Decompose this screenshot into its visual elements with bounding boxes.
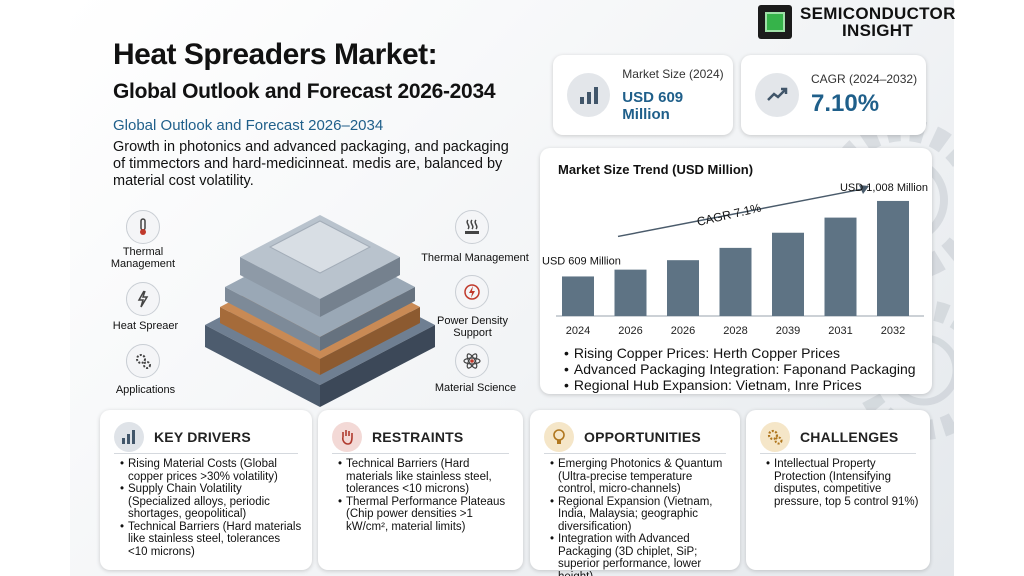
list-item: Thermal Performance Plateaus (Chip power… bbox=[338, 496, 513, 534]
brand-line-2: INSIGHT bbox=[842, 21, 914, 40]
trend-arrow-head bbox=[859, 184, 869, 194]
list-item: Rising Material Costs (Global copper pri… bbox=[120, 458, 302, 483]
cagr-annotation: CAGR 7.1% bbox=[696, 201, 763, 229]
heat-spreader-icon bbox=[126, 282, 160, 316]
brand-logo: SEMICONDUCTOR INSIGHT bbox=[758, 2, 978, 42]
chart-bullet-list: Rising Copper Prices: Herth Copper Price… bbox=[564, 345, 916, 393]
key-drivers-list: Rising Material Costs (Global copper pri… bbox=[120, 458, 302, 558]
list-item: Intellectual Property Protection (Intens… bbox=[766, 458, 920, 508]
chart-bar bbox=[562, 276, 594, 316]
brand-line-1: SEMICONDUCTOR bbox=[800, 4, 956, 23]
page-title-line-2: Global Outlook and Forecast 2026-2034 bbox=[113, 80, 496, 103]
feature-power-density: Power Density Support bbox=[437, 315, 508, 339]
chart-bar bbox=[772, 232, 804, 316]
challenges-panel: CHALLENGES Intellectual Property Protect… bbox=[746, 410, 930, 570]
chart-bullet: Regional Hub Expansion: Vietnam, Inre Pr… bbox=[564, 377, 916, 393]
x-tick-label: 2026 bbox=[618, 325, 642, 337]
cagr-card: CAGR (2024–2032) 7.10% bbox=[741, 55, 926, 135]
x-tick-label: 2031 bbox=[828, 325, 852, 337]
list-item: Technical Barriers (Hard materials like … bbox=[120, 521, 302, 559]
market-trend-chart: 2024 2026 2026 2028 2039 2031 2032 USD 609 Mill… bbox=[542, 182, 928, 337]
trend-arrow-line bbox=[617, 188, 864, 238]
page-subtitle: Global Outlook and Forecast 2026–2034 bbox=[113, 117, 384, 134]
restraints-title: RESTRAINTS bbox=[372, 428, 464, 445]
thermometer-icon bbox=[126, 210, 160, 244]
right-margin bbox=[954, 0, 1024, 576]
left-margin bbox=[0, 0, 70, 576]
list-item: Integration with Advanced Packaging (3D … bbox=[550, 533, 730, 576]
chart-bar bbox=[614, 269, 647, 316]
end-value-label: USD 1,008 Million bbox=[840, 182, 928, 194]
feature-thermal-right: Thermal Management bbox=[421, 252, 529, 264]
opportunities-list: Emerging Photonics & Quantum (Ultra-prec… bbox=[550, 458, 730, 576]
market-size-value: USD 609 Million bbox=[622, 89, 684, 123]
heat-spreader-chip-illustration bbox=[205, 215, 435, 407]
challenges-list: Intellectual Property Protection (Intens… bbox=[766, 458, 920, 508]
x-tick-label: 2026 bbox=[671, 325, 695, 337]
opportunities-panel: OPPORTUNITIES Emerging Photonics & Quant… bbox=[530, 410, 740, 576]
list-item: Emerging Photonics & Quantum (Ultra-prec… bbox=[550, 458, 730, 496]
market-trend-chart-card: 2024 2026 2026 2028 2039 2031 2032 USD 609 Mill… bbox=[540, 148, 932, 394]
cagr-value: 7.10% bbox=[811, 90, 880, 117]
restraints-panel: RESTRAINTS Technical Barriers (Hard mate… bbox=[318, 410, 523, 570]
power-density-icon bbox=[455, 275, 489, 309]
summary-text: Growth in photonics and advanced packagi… bbox=[113, 139, 509, 189]
thermal-management-icon bbox=[455, 210, 489, 244]
chart-bar bbox=[667, 260, 699, 316]
challenges-title: CHALLENGES bbox=[800, 428, 899, 445]
hand-stop-icon bbox=[332, 421, 362, 452]
market-size-card: Market Size (2024) USD 609 Million bbox=[553, 55, 733, 135]
feature-applications: Applications bbox=[115, 384, 176, 396]
feature-heat-spreader: Heat Spreaer bbox=[112, 320, 179, 332]
start-value-label: USD 609 Million bbox=[542, 255, 621, 267]
chart-bar bbox=[719, 247, 752, 316]
applications-gears-icon bbox=[126, 344, 160, 378]
x-tick-label: 2032 bbox=[881, 325, 905, 337]
list-item: Regional Expansion (Vietnam, India, Mala… bbox=[550, 496, 730, 534]
chart-bar bbox=[824, 217, 857, 316]
list-item: Technical Barriers (Hard materials like … bbox=[338, 458, 513, 496]
opportunities-title: OPPORTUNITIES bbox=[584, 428, 701, 445]
key-drivers-panel: KEY DRIVERS Rising Material Costs (Globa… bbox=[100, 410, 312, 570]
x-tick-label: 2024 bbox=[566, 325, 590, 337]
cagr-label: CAGR (2024–2032) bbox=[811, 72, 918, 86]
gears-icon bbox=[760, 421, 790, 452]
x-tick-label: 2028 bbox=[723, 325, 747, 337]
restraints-list: Technical Barriers (Hard materials like … bbox=[338, 458, 513, 533]
trend-up-icon bbox=[755, 73, 799, 117]
market-size-label: Market Size (2024) bbox=[622, 67, 724, 81]
x-tick-label: 2039 bbox=[776, 325, 800, 337]
atom-icon bbox=[455, 344, 489, 378]
chart-bullet: Advanced Packaging Integration: Faponand… bbox=[564, 361, 916, 377]
page-title: Heat Spreaders Market: bbox=[113, 38, 438, 71]
list-item: Supply Chain Volatility (Specialized all… bbox=[120, 483, 302, 521]
chart-bullet: Rising Copper Prices: Herth Copper Price… bbox=[564, 345, 916, 361]
lightbulb-icon bbox=[544, 421, 574, 452]
key-drivers-title: KEY DRIVERS bbox=[154, 428, 251, 445]
feature-material-science: Material Science bbox=[434, 382, 517, 394]
feature-thermal-left: Thermal Management bbox=[110, 246, 176, 270]
bar-chart-icon bbox=[567, 73, 611, 117]
bar-chart-icon bbox=[114, 421, 144, 452]
chip-logo-icon bbox=[758, 5, 792, 39]
chart-bar bbox=[877, 200, 909, 316]
brand-name: SEMICONDUCTOR INSIGHT bbox=[800, 5, 956, 39]
chart-title: Market Size Trend (USD Million) bbox=[558, 162, 754, 177]
